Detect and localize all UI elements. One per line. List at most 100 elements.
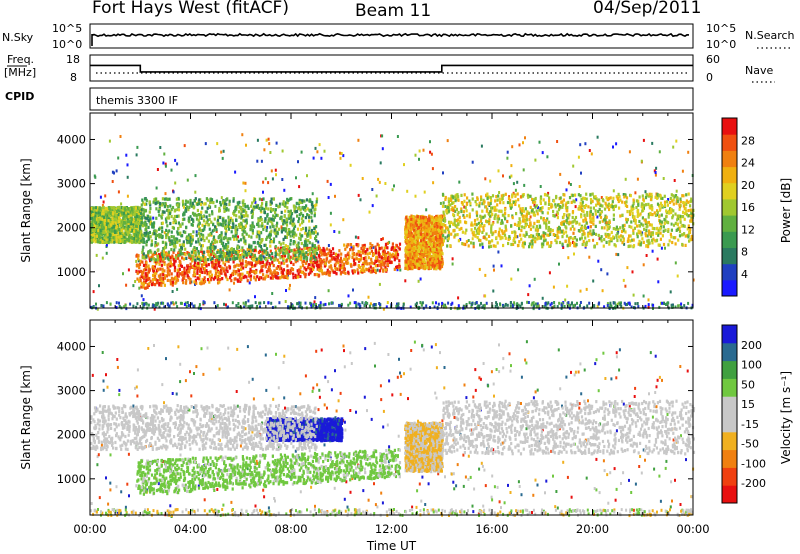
power-echo xyxy=(281,178,284,181)
power-echo xyxy=(216,250,219,254)
power-echo xyxy=(317,240,320,244)
power-echo xyxy=(208,217,211,221)
power-echo xyxy=(290,230,293,234)
power-echo xyxy=(182,276,185,281)
power-echo xyxy=(415,215,418,219)
power-echo xyxy=(269,151,272,154)
power-echo xyxy=(376,242,379,246)
power-echo xyxy=(316,150,319,154)
power-echo xyxy=(195,217,199,221)
power-echo xyxy=(547,191,550,195)
power-echo xyxy=(248,243,251,247)
power-echo xyxy=(420,302,423,306)
power-echo xyxy=(317,253,321,257)
power-echo xyxy=(296,302,298,306)
power-echo xyxy=(168,197,171,201)
power-echo xyxy=(241,246,244,250)
power-echo xyxy=(94,206,97,210)
power-echo xyxy=(263,277,266,281)
site-title: Fort Hays West (fitACF) xyxy=(92,0,289,18)
power-echo xyxy=(226,197,229,201)
power-echo xyxy=(157,268,160,272)
nsearch-top-tick: 10^5 xyxy=(706,22,737,35)
power-echo xyxy=(207,239,210,243)
power-echo xyxy=(238,215,241,219)
power-echo xyxy=(506,156,509,160)
power-echo xyxy=(216,277,219,281)
power-echo xyxy=(463,205,466,209)
power-echo xyxy=(264,251,267,255)
power-echo xyxy=(509,304,512,308)
power-echo xyxy=(172,235,175,239)
power-echo xyxy=(197,218,200,222)
power-echo xyxy=(111,221,114,225)
power-echo xyxy=(159,301,162,305)
power-echo xyxy=(229,274,232,278)
power-echo xyxy=(211,256,214,260)
power-echo xyxy=(155,262,158,266)
power-echo xyxy=(183,212,186,216)
power-echo xyxy=(292,242,295,246)
power-echo xyxy=(195,247,198,251)
power-echo xyxy=(244,242,247,246)
power-echo xyxy=(489,179,492,183)
power-echo xyxy=(308,208,311,212)
power-echo xyxy=(253,197,257,202)
power-echo xyxy=(190,241,193,245)
power-echo xyxy=(234,227,237,231)
power-echo xyxy=(267,274,270,278)
power-echo xyxy=(124,240,127,244)
power-echo xyxy=(166,224,169,228)
power-echo xyxy=(325,272,328,276)
power-echo xyxy=(303,240,307,244)
power-echo xyxy=(219,234,222,238)
power-echo xyxy=(360,268,363,272)
power-echo xyxy=(101,211,104,216)
power-echo xyxy=(245,221,248,225)
power-echo xyxy=(289,215,292,219)
power-echo xyxy=(323,271,326,275)
power-echo xyxy=(111,212,114,216)
power-echo xyxy=(396,302,398,306)
power-echo xyxy=(272,264,275,268)
power-echo xyxy=(302,249,305,254)
power-echo xyxy=(214,276,217,280)
power-echo xyxy=(177,274,180,278)
power-echo xyxy=(210,275,213,279)
power-echo xyxy=(178,208,181,212)
power-echo xyxy=(137,257,140,261)
power-echo xyxy=(297,302,300,306)
power-echo xyxy=(171,254,174,258)
power-echo xyxy=(647,298,650,302)
power-echo xyxy=(242,266,245,270)
power-echo xyxy=(433,305,436,309)
power-echo xyxy=(675,139,678,143)
power-echo xyxy=(258,218,261,222)
power-echo xyxy=(316,273,319,277)
power-echo xyxy=(115,220,118,224)
power-echo xyxy=(235,237,238,241)
power-echo xyxy=(120,202,123,206)
power-echo xyxy=(102,226,106,230)
power-echo xyxy=(90,213,93,217)
power-echo xyxy=(382,307,385,311)
power-echo xyxy=(247,248,250,252)
power-echo xyxy=(555,213,558,217)
power-echo xyxy=(251,201,254,205)
power-echo xyxy=(154,303,157,307)
power-echo xyxy=(192,255,195,259)
power-echo xyxy=(125,226,128,230)
power-echo xyxy=(305,198,309,202)
power-echo xyxy=(188,219,191,223)
power-echo xyxy=(163,262,166,266)
power-echo xyxy=(306,266,309,270)
power-echo xyxy=(197,237,200,241)
power-echo xyxy=(222,261,225,265)
power-echo xyxy=(141,240,144,244)
power-echo xyxy=(268,231,272,235)
power-echo xyxy=(240,277,243,282)
power-echo xyxy=(380,246,383,250)
power-echo xyxy=(280,261,283,265)
power-echo xyxy=(190,302,193,306)
